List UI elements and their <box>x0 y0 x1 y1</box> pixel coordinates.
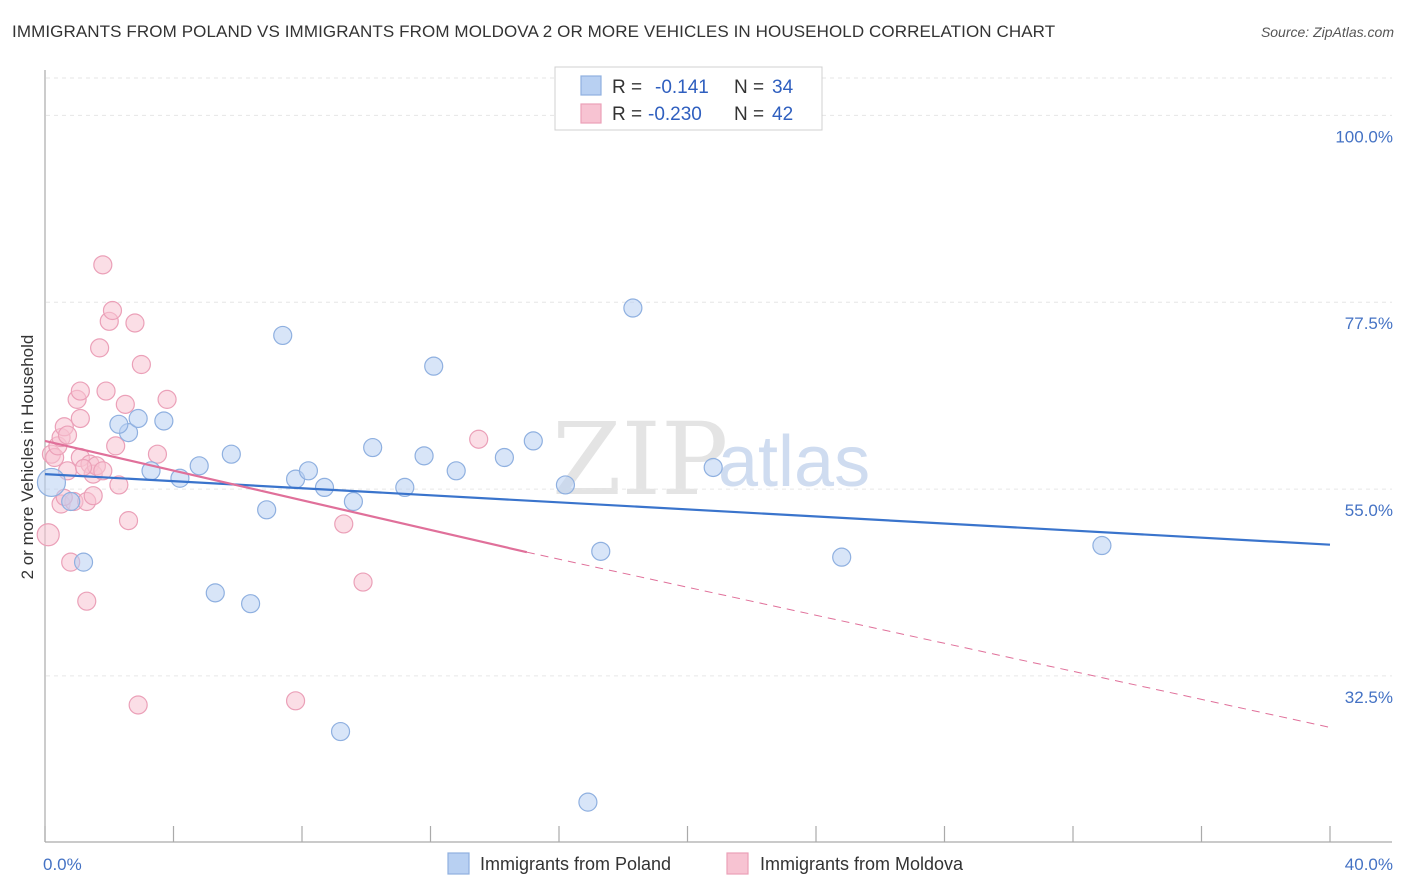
legend-poland-n-label: N = <box>734 77 764 98</box>
moldova-point <box>469 429 489 449</box>
poland-point <box>343 491 363 512</box>
poland-point <box>424 356 444 376</box>
moldova-point <box>36 523 60 547</box>
moldova-points <box>36 255 489 715</box>
y-tick-label: 77.5% <box>1345 314 1393 333</box>
bottom-legend-swatch-moldova <box>726 852 749 875</box>
series-legend: Immigrants from Poland Immigrants from M… <box>447 852 964 875</box>
moldova-point <box>90 338 110 358</box>
poland-point <box>257 500 277 520</box>
poland-point <box>109 414 129 434</box>
moldova-point <box>147 444 168 464</box>
legend-moldova-r-value: -0.230 <box>648 104 702 125</box>
poland-point <box>314 477 335 498</box>
x-tick-label-min: 0.0% <box>43 855 82 874</box>
poland-point <box>414 446 434 466</box>
poland-point <box>36 467 67 498</box>
legend-moldova-n-label: N = <box>734 104 764 125</box>
poland-point <box>298 461 319 481</box>
poland-point <box>578 792 598 812</box>
moldova-point <box>70 381 90 401</box>
bottom-legend-poland: Immigrants from Poland <box>480 854 671 874</box>
poland-point <box>189 456 209 476</box>
poland-point <box>241 594 261 614</box>
chart-title: IMMIGRANTS FROM POLAND VS IMMIGRANTS FRO… <box>12 22 1056 41</box>
poland-points <box>36 298 1112 812</box>
moldova-point <box>93 461 113 481</box>
x-axis-ticks <box>44 826 1331 842</box>
poland-point <box>623 298 643 318</box>
source-label: Source: ZipAtlas.com <box>1260 24 1394 40</box>
moldova-point <box>96 381 116 401</box>
poland-point <box>205 583 225 603</box>
poland-point <box>494 447 514 468</box>
gridlines <box>46 77 1392 677</box>
moldova-point <box>57 425 78 445</box>
legend-moldova-n-value: 42 <box>772 104 793 125</box>
trend-lines <box>44 439 1331 728</box>
legend-poland-r-label: R = <box>612 77 642 98</box>
moldova-point <box>125 313 145 333</box>
poland-point <box>703 457 723 478</box>
poland-point <box>221 444 241 464</box>
poland-point <box>446 461 466 481</box>
moldova-point <box>285 691 306 711</box>
poland-point <box>61 491 81 512</box>
legend-moldova-r-label: R = <box>612 104 642 125</box>
poland-point <box>555 475 576 495</box>
moldova-point <box>109 475 129 495</box>
poland-point <box>523 431 543 451</box>
poland-point <box>128 408 148 429</box>
poland-point <box>363 437 383 458</box>
watermark-atlas: atlas <box>718 422 870 502</box>
y-tick-labels: 32.5% 55.0% 77.5% 100.0% <box>1335 127 1393 707</box>
moldova-point <box>131 354 151 375</box>
bottom-legend-moldova: Immigrants from Moldova <box>760 854 964 874</box>
moldova-point <box>118 511 139 531</box>
poland-point <box>73 552 94 572</box>
poland-point <box>591 541 611 561</box>
moldova-point <box>353 572 373 592</box>
moldova-point <box>106 436 126 456</box>
y-tick-label: 100.0% <box>1335 127 1393 146</box>
moldova-point <box>102 300 123 321</box>
bottom-legend-swatch-poland <box>447 852 470 875</box>
legend-poland-r-value: -0.141 <box>655 77 709 98</box>
correlation-legend: R = -0.141 N = 34 R = -0.230 N = 42 <box>554 66 823 131</box>
moldova-point <box>334 514 354 534</box>
moldova-point <box>128 695 148 715</box>
legend-poland-n-value: 34 <box>772 77 794 98</box>
poland-point <box>273 325 293 346</box>
moldova-point <box>93 255 113 275</box>
moldova-point <box>157 389 177 409</box>
moldova-point <box>83 486 103 506</box>
poland-point <box>1092 535 1112 556</box>
moldova-trend-line <box>44 439 528 554</box>
y-tick-label: 32.5% <box>1345 688 1393 707</box>
moldova-trend-line-extension <box>526 551 1331 728</box>
poland-point <box>832 547 852 567</box>
poland-trend-line <box>44 473 1331 546</box>
poland-point <box>330 721 351 742</box>
legend-swatch-poland <box>580 75 602 96</box>
x-tick-label-max: 40.0% <box>1345 855 1393 874</box>
y-tick-label: 55.0% <box>1345 501 1393 520</box>
legend-swatch-moldova <box>580 103 602 124</box>
poland-point <box>395 477 415 498</box>
poland-point <box>154 411 174 431</box>
moldova-point <box>74 458 93 477</box>
y-axis-title: 2 or more Vehicles in Household <box>18 335 37 580</box>
moldova-point <box>77 591 97 611</box>
moldova-point <box>70 408 90 429</box>
watermark-zip: ZIP <box>552 401 728 518</box>
moldova-point <box>115 394 135 414</box>
